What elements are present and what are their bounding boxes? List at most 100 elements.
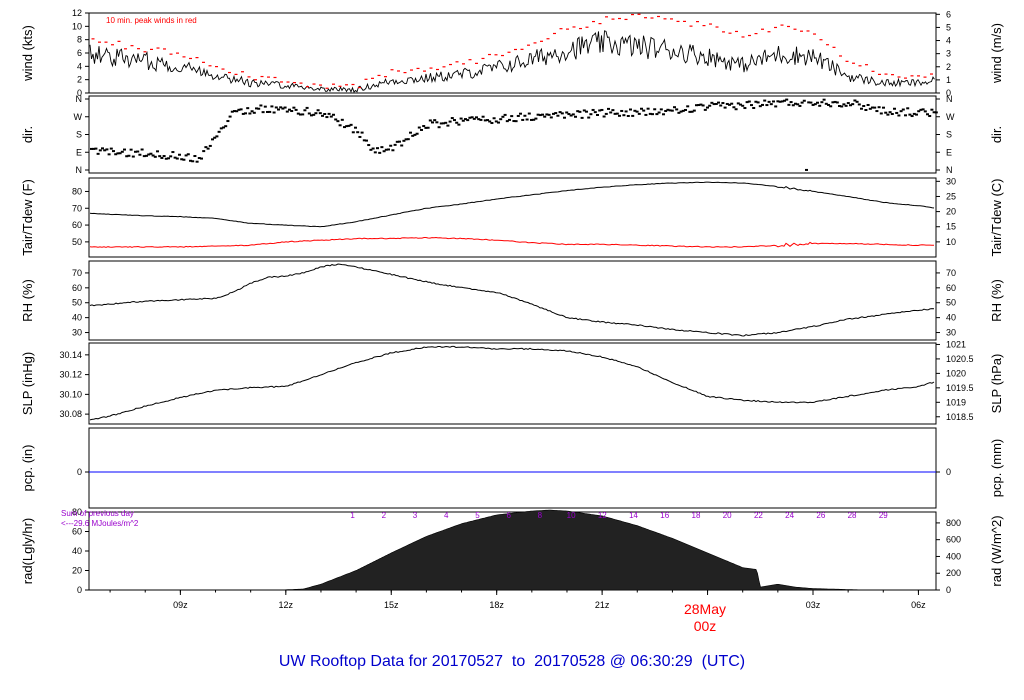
dir-point <box>343 126 346 129</box>
dir-point <box>565 111 569 114</box>
dir-point <box>329 115 333 118</box>
y-tick-label-right: 600 <box>946 535 961 545</box>
rad-note: Sum of previous day <box>61 509 134 518</box>
dir-point <box>204 146 208 149</box>
dir-point <box>633 109 637 112</box>
dir-point <box>400 144 404 147</box>
dir-point <box>303 109 307 112</box>
dir-point <box>822 98 826 101</box>
dir-point <box>602 115 606 118</box>
y-tick-label-right: 4 <box>946 36 951 46</box>
dir-point <box>699 103 703 106</box>
y-tick-label: 60 <box>72 220 82 230</box>
dir-point <box>393 143 397 146</box>
dir-point <box>857 103 861 106</box>
y-tick-label: 12 <box>72 8 82 18</box>
y-tick-label: 50 <box>72 237 82 247</box>
dir-point <box>728 103 731 106</box>
y-tick-label: 60 <box>72 527 82 537</box>
y-tick-label-right: 20 <box>946 207 956 217</box>
y-tick-label: 8 <box>77 35 82 45</box>
dir-point <box>501 115 505 118</box>
dir-point <box>109 147 113 150</box>
dir-point <box>422 125 426 128</box>
dir-point <box>127 154 131 157</box>
dir-point <box>252 111 256 114</box>
dir-point <box>552 112 555 115</box>
dir-point <box>94 147 98 150</box>
dir-point <box>679 110 683 113</box>
dir-point <box>263 105 267 108</box>
y-tick-label-right: 1020.5 <box>946 354 974 364</box>
dir-point <box>461 119 465 122</box>
dir-point <box>182 158 186 161</box>
dir-point <box>644 113 648 116</box>
dir-point <box>299 113 302 116</box>
dir-point <box>228 115 232 118</box>
dir-point <box>92 147 96 150</box>
dir-point <box>585 110 588 113</box>
y-tick-label-right: 400 <box>946 551 961 561</box>
dir-point <box>325 116 329 119</box>
dir-point <box>523 114 527 117</box>
dir-point <box>604 112 608 115</box>
y-axis-label-right: wind (m/s) <box>989 23 1004 84</box>
dir-point <box>877 106 881 109</box>
panel-frame <box>88 427 937 509</box>
dir-point <box>145 154 148 157</box>
day-label: 24 <box>785 511 794 520</box>
panel-radiation: rad(Lgly/hr) rad (W/m^2)02040608002004006… <box>20 507 1004 595</box>
dir-point <box>103 149 107 152</box>
dir-point <box>519 112 522 115</box>
y-tick-label-right: 3 <box>946 49 951 59</box>
dir-point <box>547 113 551 116</box>
dir-point <box>384 148 388 151</box>
dir-point <box>305 106 309 109</box>
y-tick-label: 80 <box>72 507 82 517</box>
panel-frame <box>88 177 937 258</box>
y-tick-label-right: E <box>946 147 952 157</box>
dir-point <box>871 106 874 109</box>
y-tick-label: 40 <box>72 313 82 323</box>
dir-point <box>710 101 714 104</box>
dir-point <box>666 108 670 111</box>
dir-point <box>380 146 384 149</box>
y-tick-label: 30 <box>72 328 82 338</box>
dir-point <box>307 112 311 115</box>
dir-point <box>772 100 775 103</box>
y-axis-label-right: Tair/Tdew (C) <box>989 178 1004 256</box>
dir-point <box>899 110 903 113</box>
dir-point <box>235 110 239 113</box>
dir-point <box>444 121 448 124</box>
dir-point <box>497 121 500 124</box>
dir-point <box>156 150 159 153</box>
dir-point <box>875 110 879 113</box>
dir-point <box>873 106 877 109</box>
panel-frame <box>88 95 937 174</box>
dir-point <box>219 127 223 130</box>
y-tick-label-right: 0 <box>946 88 951 98</box>
dir-point <box>743 107 747 110</box>
dir-point <box>906 107 910 110</box>
x-tick-label: 03z <box>806 600 821 610</box>
dir-point <box>255 107 258 110</box>
dir-point <box>409 131 412 134</box>
dir-point <box>893 107 896 110</box>
dir-point <box>318 112 322 115</box>
dir-point <box>917 110 921 113</box>
dir-point <box>250 110 254 113</box>
y-tick-label: 20 <box>72 566 82 576</box>
dir-point <box>274 106 278 109</box>
dir-point <box>615 112 619 115</box>
dir-point <box>490 122 494 125</box>
dir-point <box>587 116 591 119</box>
dir-point <box>618 114 621 117</box>
dir-point <box>334 118 338 121</box>
dir-point <box>439 122 443 125</box>
day-label: 1 <box>350 511 355 520</box>
y-tick-label: 60 <box>72 283 82 293</box>
y-axis-label: RH (%) <box>20 279 35 322</box>
dir-point <box>838 105 841 108</box>
dir-point <box>125 155 129 158</box>
dir-point <box>725 102 729 105</box>
